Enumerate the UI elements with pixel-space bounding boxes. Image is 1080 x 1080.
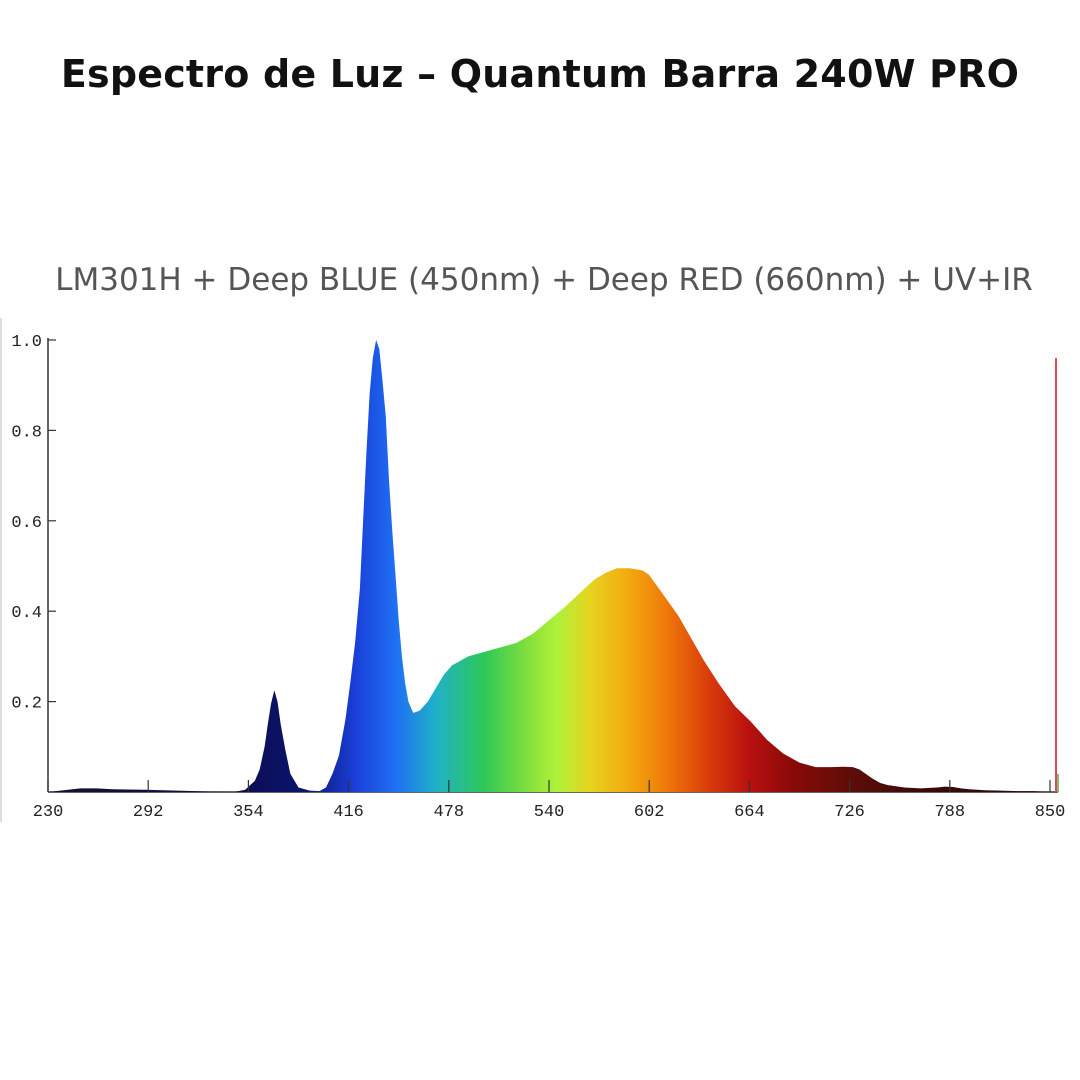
y-tick-label: 0.2 (11, 695, 42, 714)
y-tick-label: 0.8 (11, 423, 42, 442)
x-tick-label: 540 (534, 803, 565, 822)
y-tick-label: 1.0 (11, 333, 42, 352)
x-tick-label: 478 (433, 803, 464, 822)
x-tick-label: 416 (333, 803, 364, 822)
ticks: 230 292 354 416 478 540 602 664 726 788 850 0.2 0.4 0… (11, 333, 1065, 822)
x-tick-label: 788 (934, 803, 965, 822)
page-title: Espectro de Luz – Quantum Barra 240W PRO (60, 52, 1020, 96)
y-tick-label: 0.4 (11, 604, 42, 623)
spectrum-area-group (48, 340, 1050, 792)
x-tick-label: 292 (133, 803, 164, 822)
chart-title: LM301H + Deep BLUE (450nm) + Deep RED (6… (55, 262, 1033, 298)
x-tick-label: 230 (33, 803, 64, 822)
spectrum-area (48, 340, 1050, 792)
marks (1055, 358, 1059, 792)
y-tick-label: 0.6 (11, 514, 42, 533)
x-tick-label: 664 (734, 803, 765, 822)
x-tick-label: 850 (1035, 803, 1066, 822)
x-tick-label: 354 (233, 803, 264, 822)
x-tick-label: 602 (634, 803, 665, 822)
x-tick-label: 726 (834, 803, 865, 822)
